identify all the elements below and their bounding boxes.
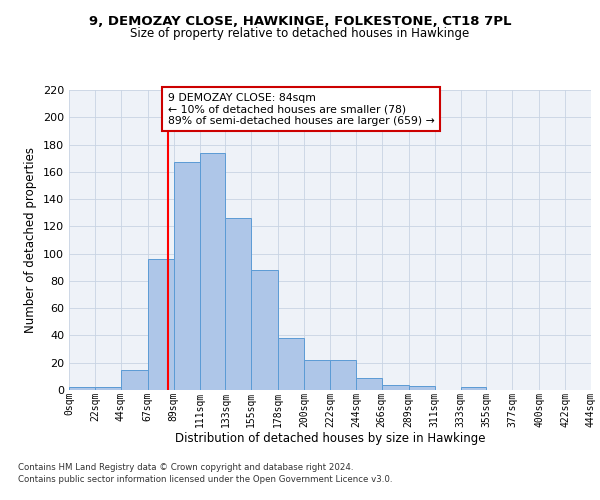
Text: Contains public sector information licensed under the Open Government Licence v3: Contains public sector information licen… [18,475,392,484]
Bar [591,386,600,390]
Bar [382,384,409,390]
Text: Contains HM Land Registry data © Crown copyright and database right 2024.: Contains HM Land Registry data © Crown c… [18,464,353,472]
X-axis label: Distribution of detached houses by size in Hawkinge: Distribution of detached houses by size … [175,432,485,445]
Bar [95,388,121,390]
Bar [121,370,148,390]
Bar [356,378,382,390]
Bar [173,162,199,390]
Bar [251,270,278,390]
Y-axis label: Number of detached properties: Number of detached properties [25,147,37,333]
Bar [69,388,95,390]
Text: Size of property relative to detached houses in Hawkinge: Size of property relative to detached ho… [130,28,470,40]
Bar [148,259,173,390]
Bar [226,218,251,390]
Bar [461,388,487,390]
Bar [330,360,356,390]
Bar [409,386,434,390]
Text: 9, DEMOZAY CLOSE, HAWKINGE, FOLKESTONE, CT18 7PL: 9, DEMOZAY CLOSE, HAWKINGE, FOLKESTONE, … [89,15,511,28]
Bar [304,360,330,390]
Text: 9 DEMOZAY CLOSE: 84sqm
← 10% of detached houses are smaller (78)
89% of semi-det: 9 DEMOZAY CLOSE: 84sqm ← 10% of detached… [168,92,434,126]
Bar [199,152,226,390]
Bar [278,338,304,390]
